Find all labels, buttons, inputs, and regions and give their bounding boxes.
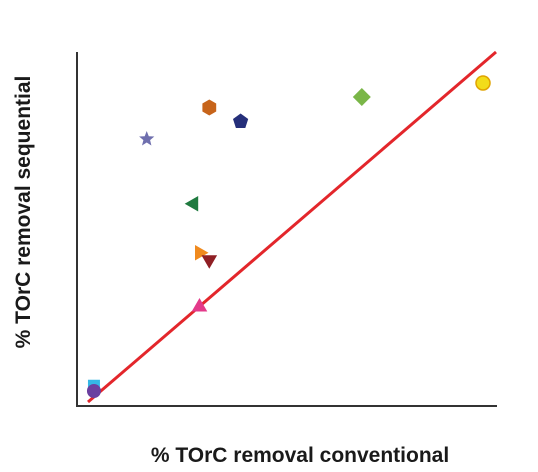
data-points [86,75,491,398]
data-point-star [139,131,155,146]
data-point-diamond [352,88,371,106]
data-point-triangle-left [184,196,199,212]
data-point-triangle-up [191,298,208,312]
data-point-circle [86,384,101,398]
reference-line [87,50,497,404]
axes [76,52,497,407]
data-point-hexagon [202,99,217,116]
y-axis-label: % TOrC removal sequential [12,76,35,349]
x-axis-label: % TOrC removal conventional [151,444,449,467]
data-point-triangle-right [195,245,209,261]
data-point-triangle-down [201,255,218,269]
data-point-pentagon [233,113,249,128]
data-point-circle [475,75,491,91]
